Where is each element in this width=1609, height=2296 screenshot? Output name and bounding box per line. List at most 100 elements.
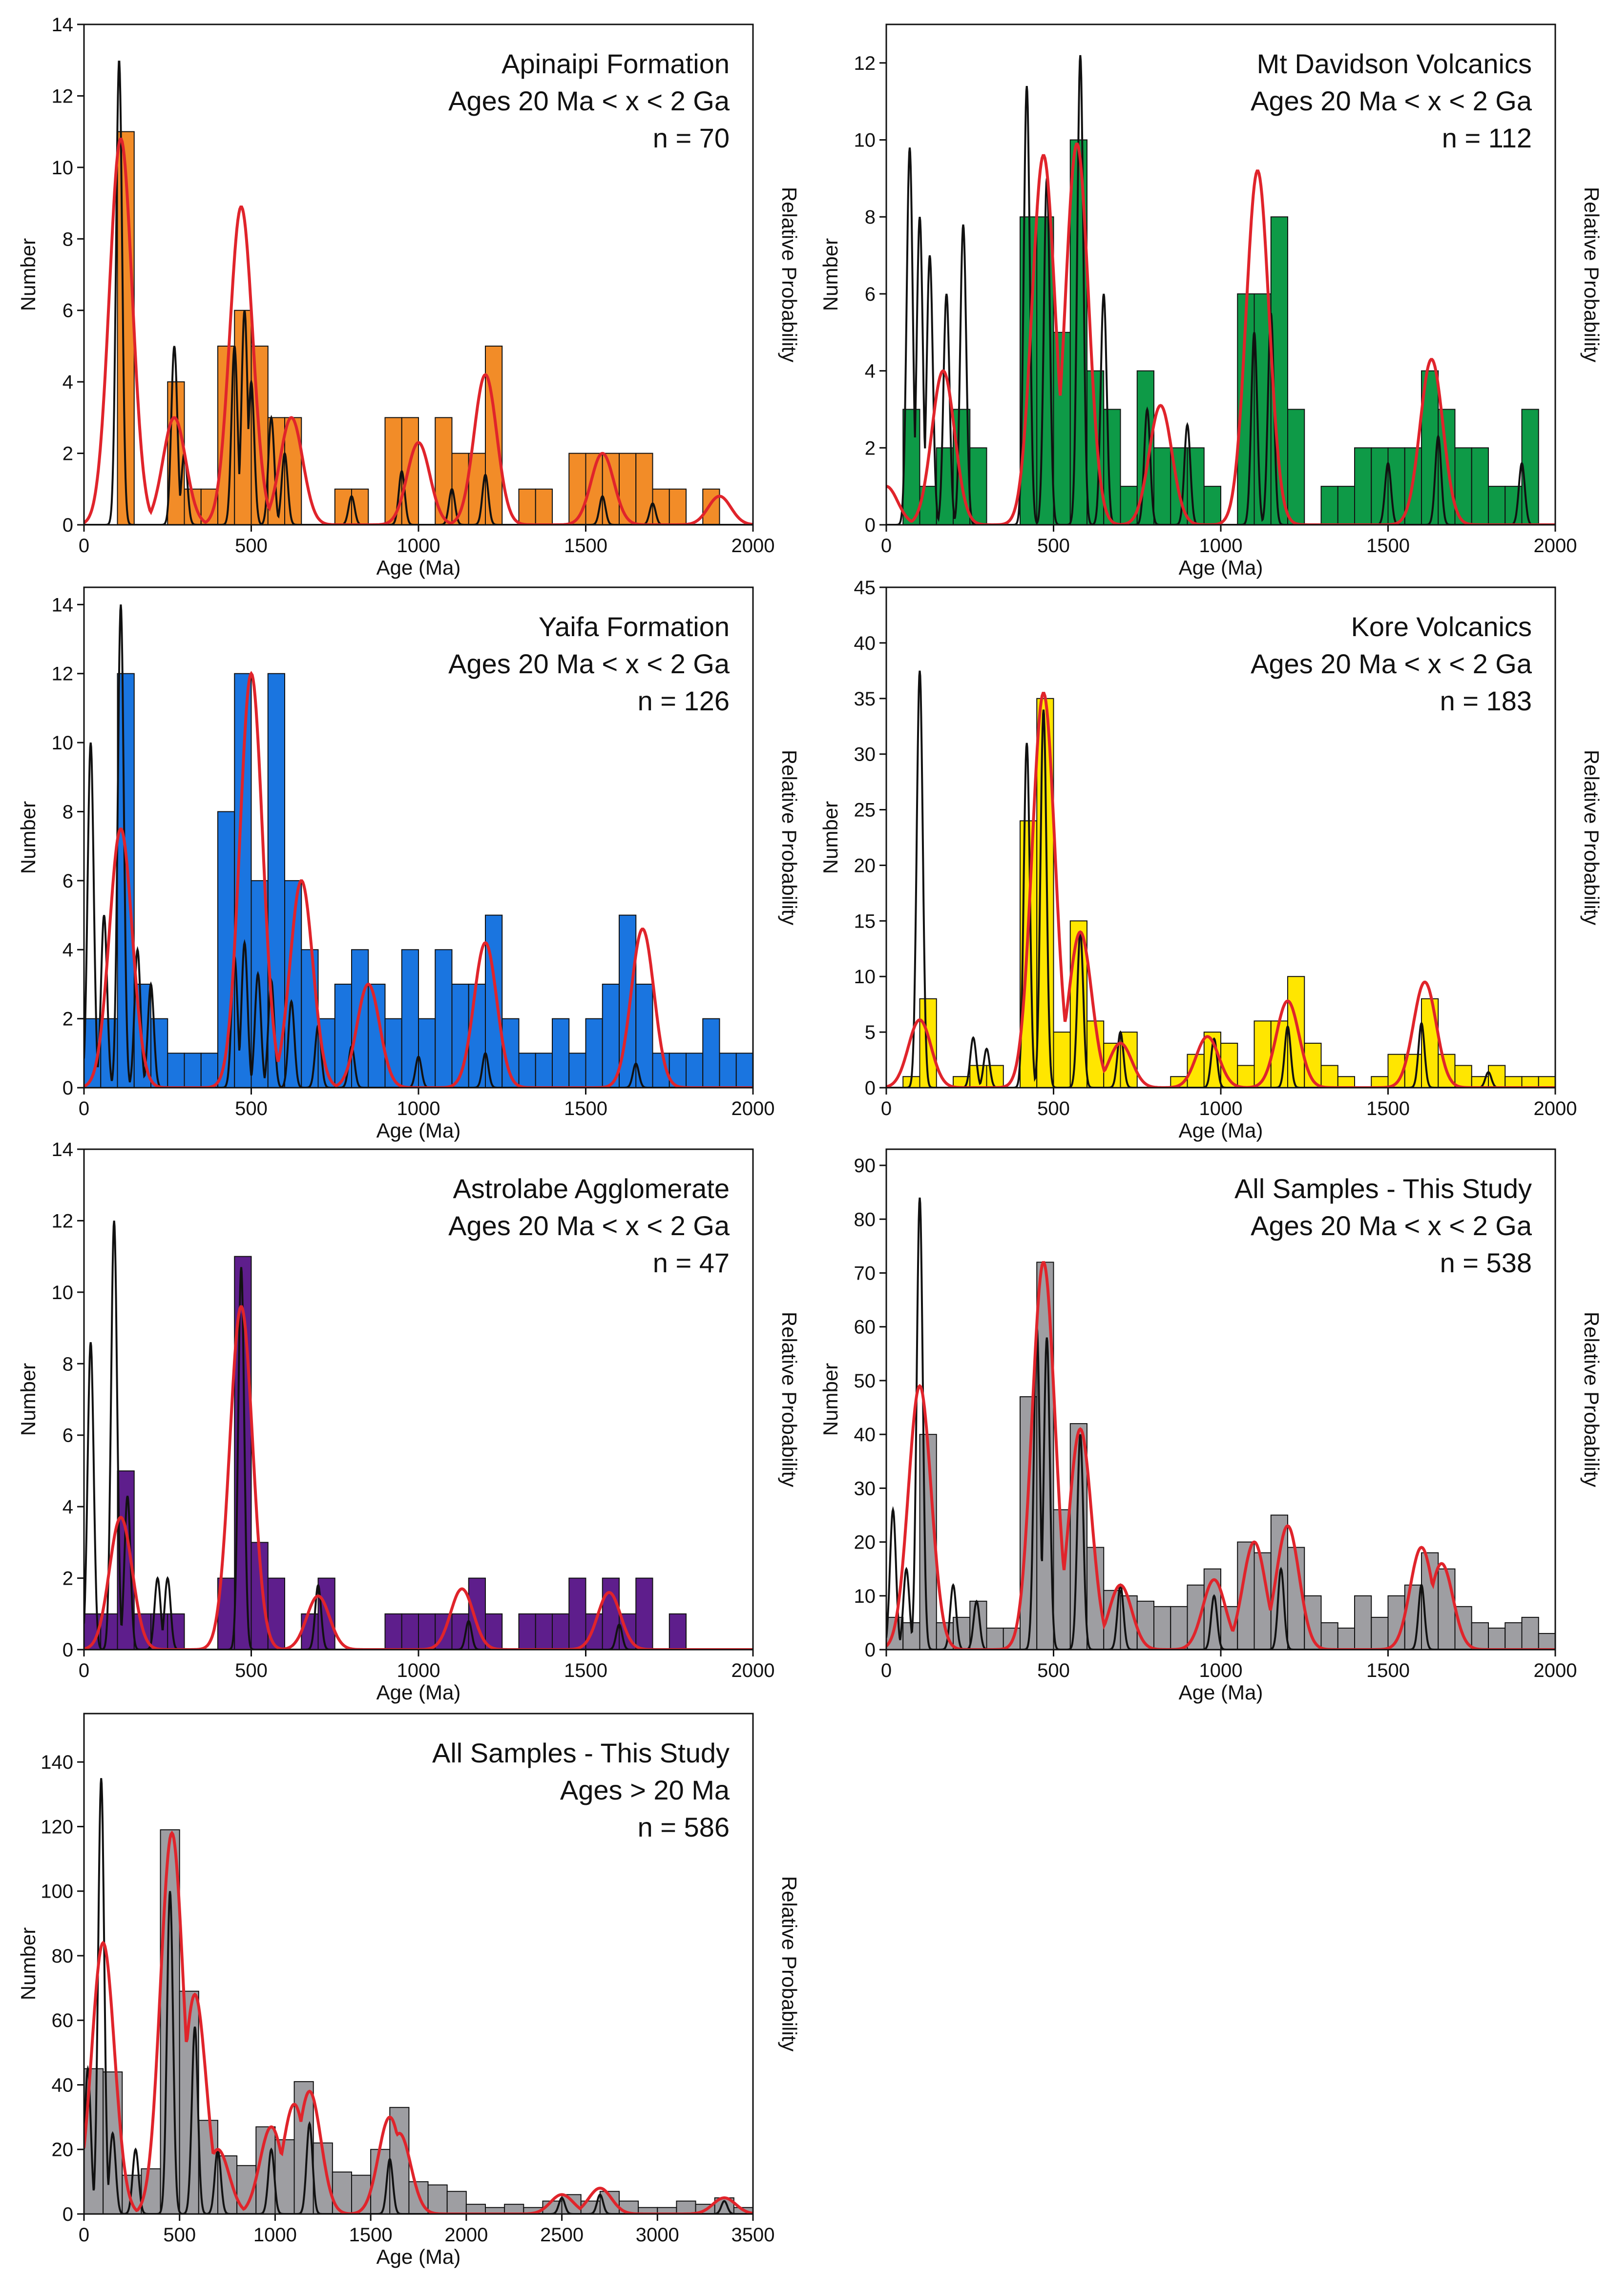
histogram-bar xyxy=(384,1613,402,1651)
histogram-bar xyxy=(1120,1032,1138,1089)
chart-subtitle: Ages 20 Ma < x < 2 Ga xyxy=(448,648,730,679)
x-tick-label: 0 xyxy=(881,535,892,557)
x-tick-label: 3000 xyxy=(636,2224,679,2246)
chart-subtitle: Ages 20 Ma < x < 2 Ga xyxy=(1251,1210,1532,1241)
y-tick-label: 10 xyxy=(854,1586,876,1607)
y-tick-label: 0 xyxy=(865,1639,876,1661)
chart-panel-3: 0 500 1000 1500 2000 0 2 4 6 8 10 12 14 Age (Ma) Numbe… xyxy=(17,586,801,1142)
histogram-bar xyxy=(568,1053,586,1089)
y-tick-label: 6 xyxy=(63,300,73,322)
histogram-bar xyxy=(702,1018,720,1089)
plot-frame xyxy=(83,1713,754,2215)
histogram-bar xyxy=(427,2184,448,2214)
histogram-bar xyxy=(635,1577,653,1651)
y-tick-label: 70 xyxy=(854,1262,876,1284)
y-tick-label: 0 xyxy=(63,1639,73,1661)
y-tick-label: 0 xyxy=(63,515,73,536)
histogram-bar xyxy=(332,2172,352,2214)
histogram-bar xyxy=(200,1053,218,1089)
histogram-bar xyxy=(1237,1065,1255,1088)
histogram-bar xyxy=(1521,409,1539,526)
y-tick-label: 6 xyxy=(865,284,876,305)
histogram-bar xyxy=(1538,1076,1556,1088)
histogram-bar xyxy=(1471,1622,1489,1650)
x-tick-label: 2000 xyxy=(444,2224,488,2246)
histogram-bar xyxy=(1337,1627,1355,1650)
y-tick-label: 0 xyxy=(63,2204,73,2225)
histogram-bar xyxy=(1471,447,1489,525)
x-tick-label: 2500 xyxy=(540,2224,584,2246)
x-tick-label: 500 xyxy=(235,535,268,557)
histogram-bar xyxy=(602,1577,620,1651)
histogram-bar xyxy=(1254,1020,1272,1089)
histogram-bar xyxy=(1521,1616,1539,1651)
sample-count: n = 70 xyxy=(653,123,730,153)
histogram-bar xyxy=(1488,486,1506,526)
x-axis-label: Age (Ma) xyxy=(1179,1119,1263,1142)
probability-density-curve xyxy=(886,1198,1555,1650)
chart-title: Mt Davidson Volcanics xyxy=(1257,48,1532,79)
x-tick-label: 2000 xyxy=(731,1098,775,1119)
y-tick-label: 6 xyxy=(63,1425,73,1447)
y-tick-label: 25 xyxy=(854,800,876,821)
sample-count: n = 112 xyxy=(1442,123,1532,153)
histogram-bar xyxy=(1354,1595,1372,1651)
x-tick-label: 1500 xyxy=(1366,1660,1410,1681)
sample-count: n = 126 xyxy=(638,685,730,716)
histogram-bar xyxy=(635,453,653,525)
chart-panel-6: 0 500 1000 1500 2000 0 10 20 30 40 50 60 70 80 90 Age (… xyxy=(819,1148,1603,1704)
y-tick-label: 30 xyxy=(854,1478,876,1499)
histogram-bar xyxy=(1438,1568,1456,1650)
x-axis-label: Age (Ma) xyxy=(376,1119,461,1142)
y-tick-label: 20 xyxy=(52,2139,74,2161)
y2-axis-label: Relative Probability xyxy=(778,1876,801,2052)
histogram-bar xyxy=(902,409,920,526)
histogram-bar xyxy=(1505,1076,1523,1088)
y2-axis-label: Relative Probability xyxy=(1580,750,1603,926)
x-tick-label: 1000 xyxy=(1199,1098,1243,1119)
x-tick-label: 1000 xyxy=(253,2224,297,2246)
histogram-bar xyxy=(184,1053,202,1089)
x-tick-label: 2000 xyxy=(1534,535,1577,557)
kernel-density-curve xyxy=(886,692,1555,1088)
histogram-bar xyxy=(568,453,586,525)
y-tick-label: 140 xyxy=(41,1752,73,1773)
histogram-bar xyxy=(702,488,720,525)
x-tick-label: 0 xyxy=(881,1660,892,1681)
chart-panel-4: 0 500 1000 1500 2000 0 5 10 15 20 25 30 35 40 45 Age (M… xyxy=(819,577,1603,1142)
x-tick-label: 0 xyxy=(881,1098,892,1119)
x-tick-label: 1000 xyxy=(397,1098,440,1119)
histogram-bar xyxy=(446,2191,467,2214)
sample-count: n = 183 xyxy=(1440,685,1532,716)
y-tick-label: 60 xyxy=(854,1317,876,1338)
x-axis-label: Age (Ma) xyxy=(376,2245,461,2268)
x-axis-label: Age (Ma) xyxy=(1179,1681,1263,1704)
histogram-bar xyxy=(451,983,469,1089)
histogram-bar xyxy=(1521,1076,1539,1088)
y-tick-label: 40 xyxy=(854,1424,876,1446)
chart-title: Kore Volcanics xyxy=(1351,611,1532,642)
histogram-bar xyxy=(1320,1622,1338,1650)
histogram-bar xyxy=(351,949,369,1088)
kernel-density-curve xyxy=(84,671,753,1088)
y-tick-label: 60 xyxy=(52,2010,74,2031)
x-tick-label: 2000 xyxy=(731,1660,775,1681)
histogram-bar xyxy=(552,1613,570,1651)
y-axis-label: Number xyxy=(17,1927,40,2000)
chart-panel-1: 0 500 1000 1500 2000 0 2 4 6 8 10 12 14 Age (Ma) Numbe… xyxy=(17,14,801,579)
histogram-bar xyxy=(1488,1627,1506,1650)
y-tick-label: 8 xyxy=(63,1353,73,1375)
y2-axis-label: Relative Probability xyxy=(778,1312,801,1488)
chart-title: Astrolabe Agglomerate xyxy=(453,1173,730,1204)
y-tick-label: 30 xyxy=(854,744,876,765)
y-tick-label: 35 xyxy=(854,688,876,710)
histogram-bar xyxy=(1153,447,1171,525)
y-tick-label: 8 xyxy=(63,801,73,823)
histogram-bar xyxy=(334,983,352,1089)
histogram-bar xyxy=(535,1613,553,1651)
y-tick-label: 20 xyxy=(854,855,876,876)
histogram-bar xyxy=(1538,1633,1556,1650)
histogram-bar xyxy=(1287,409,1305,526)
x-tick-label: 1500 xyxy=(564,1660,607,1681)
x-tick-label: 2000 xyxy=(1534,1660,1577,1681)
